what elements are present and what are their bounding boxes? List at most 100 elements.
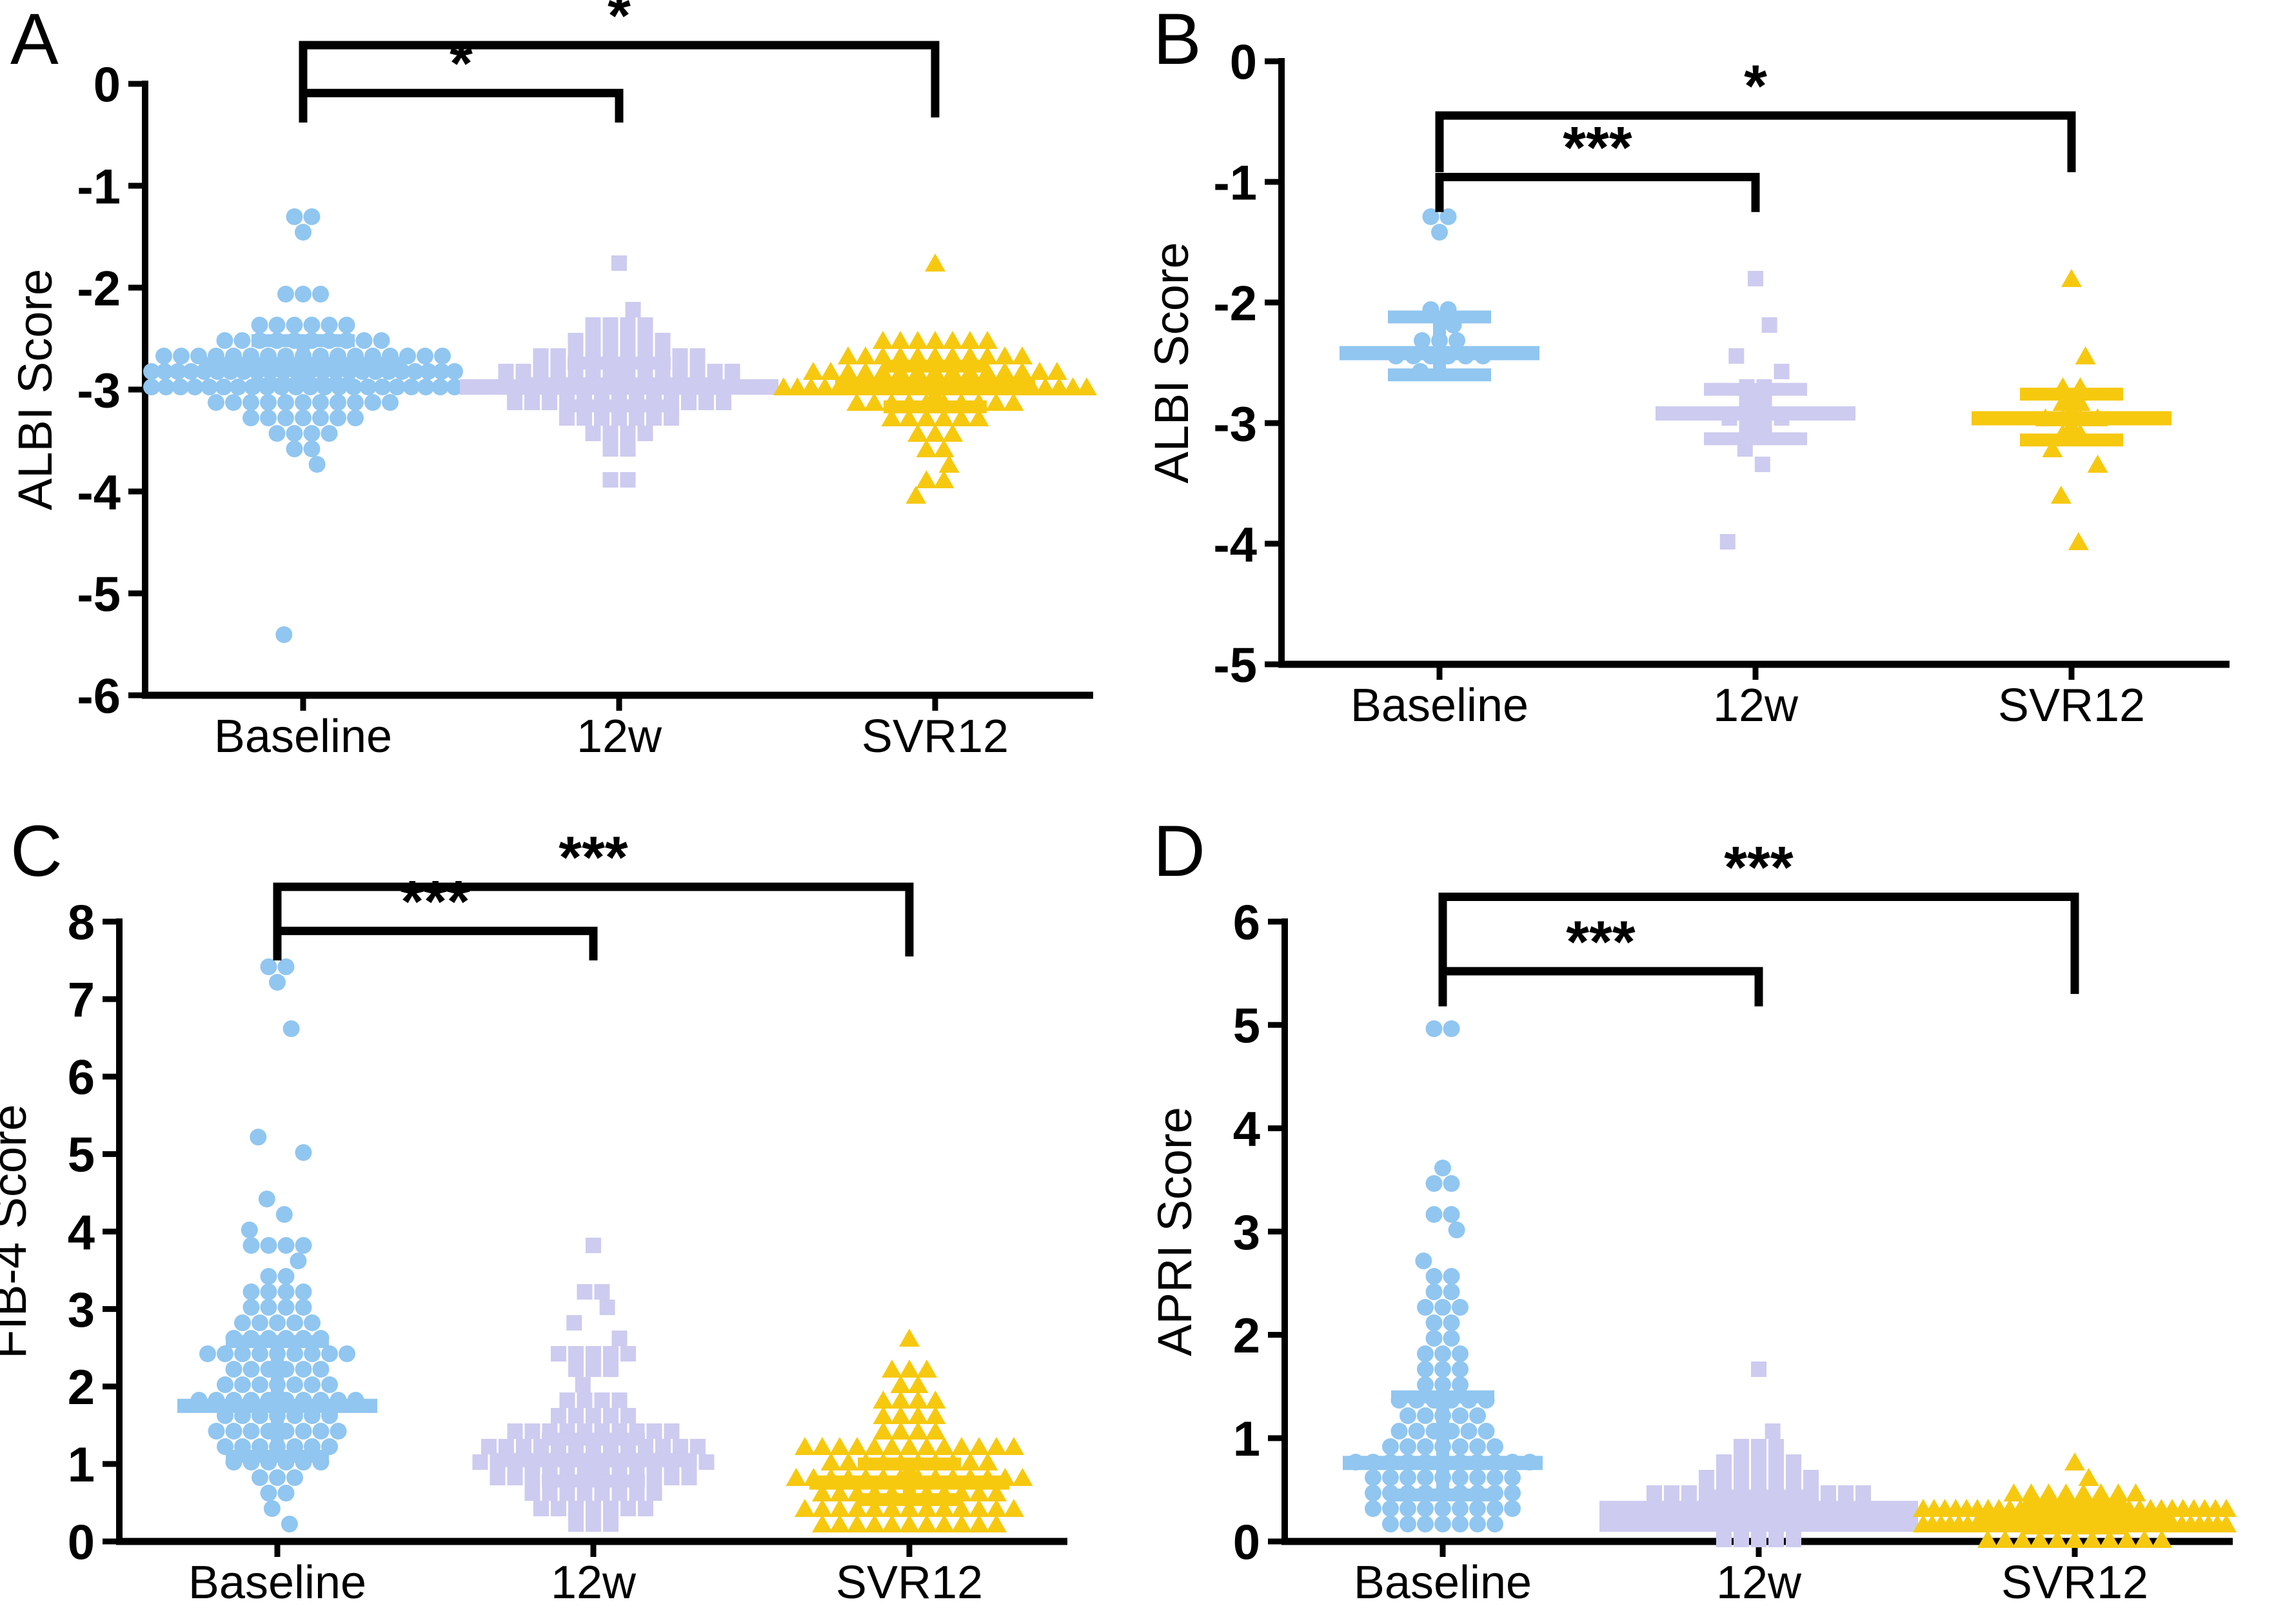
error-bar-cap-top bbox=[2020, 388, 2123, 401]
data-point bbox=[250, 1129, 267, 1145]
data-point bbox=[882, 1437, 902, 1455]
data-point bbox=[566, 1315, 582, 1331]
data-point bbox=[620, 1346, 636, 1362]
data-point bbox=[277, 394, 294, 411]
data-point bbox=[157, 379, 175, 395]
data-point bbox=[934, 1437, 955, 1455]
x-category-label: Baseline bbox=[1354, 1557, 1532, 1609]
y-tick-label: -1 bbox=[1213, 155, 1257, 210]
data-point bbox=[330, 394, 346, 411]
y-tick-label: -3 bbox=[77, 363, 121, 418]
data-point bbox=[559, 1392, 575, 1408]
panel-letter-a: A bbox=[10, 0, 59, 79]
data-point bbox=[1821, 1485, 1836, 1501]
data-point bbox=[916, 1437, 937, 1455]
data-point bbox=[933, 470, 955, 488]
data-point bbox=[1434, 1516, 1451, 1532]
data-point bbox=[388, 379, 406, 395]
data-point bbox=[1487, 1469, 1503, 1486]
data-point bbox=[295, 1299, 312, 1316]
data-point bbox=[1452, 1361, 1469, 1378]
data-point bbox=[629, 1485, 645, 1501]
data-point bbox=[907, 1421, 929, 1440]
data-point bbox=[2073, 1483, 2094, 1501]
data-point bbox=[1365, 1485, 1381, 1501]
data-point bbox=[373, 332, 390, 349]
y-tick-label: 2 bbox=[1233, 1309, 1260, 1363]
data-point bbox=[263, 1500, 281, 1517]
data-point bbox=[1425, 1175, 1443, 1192]
data-point bbox=[417, 379, 435, 395]
data-point bbox=[303, 317, 321, 333]
data-point bbox=[1425, 1206, 1443, 1223]
data-point bbox=[873, 1406, 894, 1424]
data-point bbox=[1641, 1516, 1657, 1532]
data-point bbox=[681, 1470, 697, 1485]
data-point bbox=[2047, 1530, 2068, 1548]
data-point bbox=[242, 410, 259, 426]
data-point bbox=[225, 394, 242, 411]
data-point bbox=[499, 379, 515, 395]
data-point bbox=[1417, 1500, 1434, 1517]
y-tick-label: 4 bbox=[68, 1205, 95, 1260]
data-point bbox=[855, 362, 876, 380]
panel-d: D 6 5 4 3 2 1 0 APRI Score Baseline 12w SVR12 *** **… bbox=[1143, 812, 2285, 1624]
data-point bbox=[611, 1331, 628, 1346]
mean-bar bbox=[835, 379, 1035, 394]
data-point bbox=[907, 424, 928, 442]
data-point bbox=[1469, 1438, 1486, 1455]
data-point bbox=[1382, 1438, 1399, 1455]
data-point bbox=[295, 1237, 312, 1254]
data-point bbox=[347, 394, 364, 411]
data-point bbox=[925, 1421, 946, 1440]
data-point bbox=[533, 364, 549, 379]
data-point bbox=[1888, 1516, 1904, 1532]
data-point bbox=[1452, 1469, 1469, 1486]
data-point bbox=[1716, 1470, 1732, 1485]
data-point bbox=[286, 1345, 303, 1362]
data-point bbox=[620, 1408, 636, 1423]
data-point bbox=[664, 1423, 680, 1439]
data-point bbox=[524, 1423, 540, 1439]
data-point bbox=[1434, 1345, 1451, 1362]
data-point bbox=[1889, 1501, 1905, 1516]
data-point bbox=[1365, 1500, 1381, 1517]
data-point bbox=[960, 1452, 981, 1471]
data-point bbox=[795, 1437, 815, 1455]
data-point bbox=[1417, 1361, 1434, 1378]
data-point bbox=[295, 1361, 312, 1378]
data-point bbox=[1768, 1470, 1784, 1485]
data-point bbox=[2021, 1483, 2042, 1501]
data-point bbox=[890, 1421, 911, 1440]
data-point bbox=[986, 1514, 1007, 1532]
data-point bbox=[169, 363, 186, 380]
data-point bbox=[359, 379, 377, 395]
data-point bbox=[629, 410, 644, 426]
data-point bbox=[1425, 1330, 1443, 1347]
data-point bbox=[303, 208, 321, 225]
sig-bracket bbox=[1438, 893, 2079, 995]
data-point bbox=[230, 379, 247, 395]
data-point bbox=[2151, 1530, 2172, 1548]
data-point bbox=[1599, 1501, 1615, 1516]
data-point bbox=[689, 364, 706, 379]
data-point bbox=[2078, 1468, 2099, 1486]
data-point bbox=[986, 1437, 1007, 1455]
data-point bbox=[916, 408, 937, 426]
data-point bbox=[829, 1483, 850, 1501]
data-point bbox=[1414, 332, 1430, 349]
data-point bbox=[507, 395, 522, 410]
data-point bbox=[559, 1485, 575, 1501]
data-point bbox=[664, 410, 679, 426]
data-point bbox=[586, 1501, 601, 1516]
data-point bbox=[339, 1345, 355, 1362]
data-point bbox=[1838, 1485, 1854, 1501]
data-point bbox=[795, 1499, 815, 1517]
data-point bbox=[406, 363, 424, 380]
error-bar-cap-top bbox=[858, 1457, 961, 1471]
data-point bbox=[986, 1483, 1007, 1501]
data-point bbox=[934, 1499, 955, 1517]
y-tick-label: 1 bbox=[1233, 1412, 1260, 1467]
data-point bbox=[577, 1485, 593, 1501]
